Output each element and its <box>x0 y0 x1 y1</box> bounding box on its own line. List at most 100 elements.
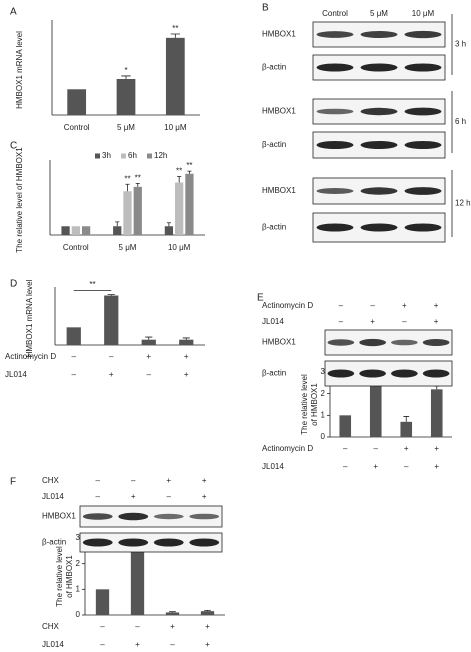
y-tick-label: 0 <box>321 432 326 441</box>
error-bar <box>182 337 190 340</box>
blot-band <box>404 187 442 195</box>
condition-sign: + <box>434 462 439 471</box>
condition-sign: + <box>131 492 136 501</box>
condition-label: JL014 <box>5 370 27 379</box>
bar <box>66 327 81 345</box>
condition-sign: + <box>184 352 189 361</box>
blot-band <box>118 512 149 521</box>
y-tick-label: 0 <box>76 610 81 619</box>
bar <box>430 389 443 437</box>
blot-band <box>359 369 386 378</box>
condition-sign: + <box>166 476 171 485</box>
significance-label: ** <box>176 166 182 175</box>
bar <box>185 173 194 235</box>
condition-label: JL014 <box>262 462 284 471</box>
y-tick-label: 1 <box>76 584 81 593</box>
condition-sign: + <box>170 622 175 631</box>
condition-label: CHX <box>42 622 60 631</box>
significance-label: ** <box>89 280 95 289</box>
x-tick-label: 10 μM <box>168 243 191 252</box>
condition-sign: + <box>373 462 378 471</box>
blot-band <box>316 31 354 38</box>
condition-sign: – <box>339 301 344 310</box>
error-bar <box>177 175 182 183</box>
bar <box>71 226 80 235</box>
blot-band <box>422 369 450 378</box>
blot-band <box>316 188 354 194</box>
blot-band <box>360 141 398 149</box>
blot-band <box>153 538 184 547</box>
bar <box>130 550 145 615</box>
error-bar <box>135 182 140 187</box>
y-tick-label: 3 <box>321 367 326 376</box>
condition-label: Actinomycin D <box>262 444 313 453</box>
bar <box>164 226 174 235</box>
error-bar <box>403 416 410 422</box>
blot-row-label: HMBOX1 <box>262 107 296 116</box>
blot-band <box>118 538 149 547</box>
blot-band <box>316 141 354 149</box>
error-bar <box>121 75 131 79</box>
bar <box>369 382 382 437</box>
panel-letter: E <box>257 293 264 304</box>
condition-label: Actinomycin D <box>5 352 56 361</box>
blot-band <box>189 513 220 520</box>
condition-sign: + <box>202 492 207 501</box>
condition-sign: – <box>374 444 379 453</box>
blot-band <box>82 513 113 520</box>
bar <box>165 612 180 615</box>
bar <box>123 191 132 235</box>
error-bar <box>187 170 192 174</box>
error-bar <box>204 609 211 612</box>
bar <box>179 339 194 345</box>
significance-label: ** <box>124 174 130 183</box>
blot-band <box>422 339 450 346</box>
condition-sign: – <box>100 622 105 631</box>
condition-sign: – <box>100 640 105 649</box>
error-bar <box>145 336 153 340</box>
bar <box>95 589 110 615</box>
condition-sign: – <box>167 492 172 501</box>
condition-sign: + <box>146 352 151 361</box>
condition-label: Actinomycin D <box>262 301 313 310</box>
blot-band <box>327 339 355 346</box>
blot-band <box>391 369 418 378</box>
bar <box>165 37 185 115</box>
panel-letter: C <box>10 141 17 152</box>
legend-label: 3h <box>102 151 111 160</box>
condition-sign: – <box>72 370 77 379</box>
error-bar <box>115 221 120 227</box>
significance-label: ** <box>172 24 178 33</box>
blot-row-label: HMBOX1 <box>262 186 296 195</box>
condition-sign: – <box>147 370 152 379</box>
blot-band <box>327 369 355 378</box>
bar <box>113 226 122 235</box>
condition-label: JL014 <box>262 317 284 326</box>
blot-band <box>391 339 418 346</box>
time-label: 3 h <box>455 40 466 49</box>
x-tick-label: 10 μM <box>164 123 187 132</box>
condition-sign: + <box>402 301 407 310</box>
bar <box>133 186 142 235</box>
panel-letter: F <box>10 477 16 488</box>
blot-band <box>316 108 354 115</box>
y-tick-label: 1 <box>321 410 326 419</box>
y-tick-label: 3 <box>76 533 81 542</box>
condition-sign: + <box>135 640 140 649</box>
blot-band <box>404 141 442 149</box>
x-tick-label: Control <box>64 123 90 132</box>
error-bar <box>433 385 440 390</box>
bar <box>61 226 70 235</box>
condition-sign: – <box>131 476 136 485</box>
condition-sign: + <box>205 640 210 649</box>
x-tick-label: 5 μM <box>117 123 135 132</box>
legend-label: 12h <box>154 151 167 160</box>
error-bar <box>169 611 176 613</box>
condition-sign: + <box>434 317 439 326</box>
blot-row-label: β-actin <box>262 63 286 72</box>
blot-column-label: 10 μM <box>412 9 435 18</box>
blot-band <box>404 223 442 232</box>
bar <box>400 421 413 437</box>
y-tick-label: 2 <box>76 559 81 568</box>
bar <box>116 79 136 115</box>
